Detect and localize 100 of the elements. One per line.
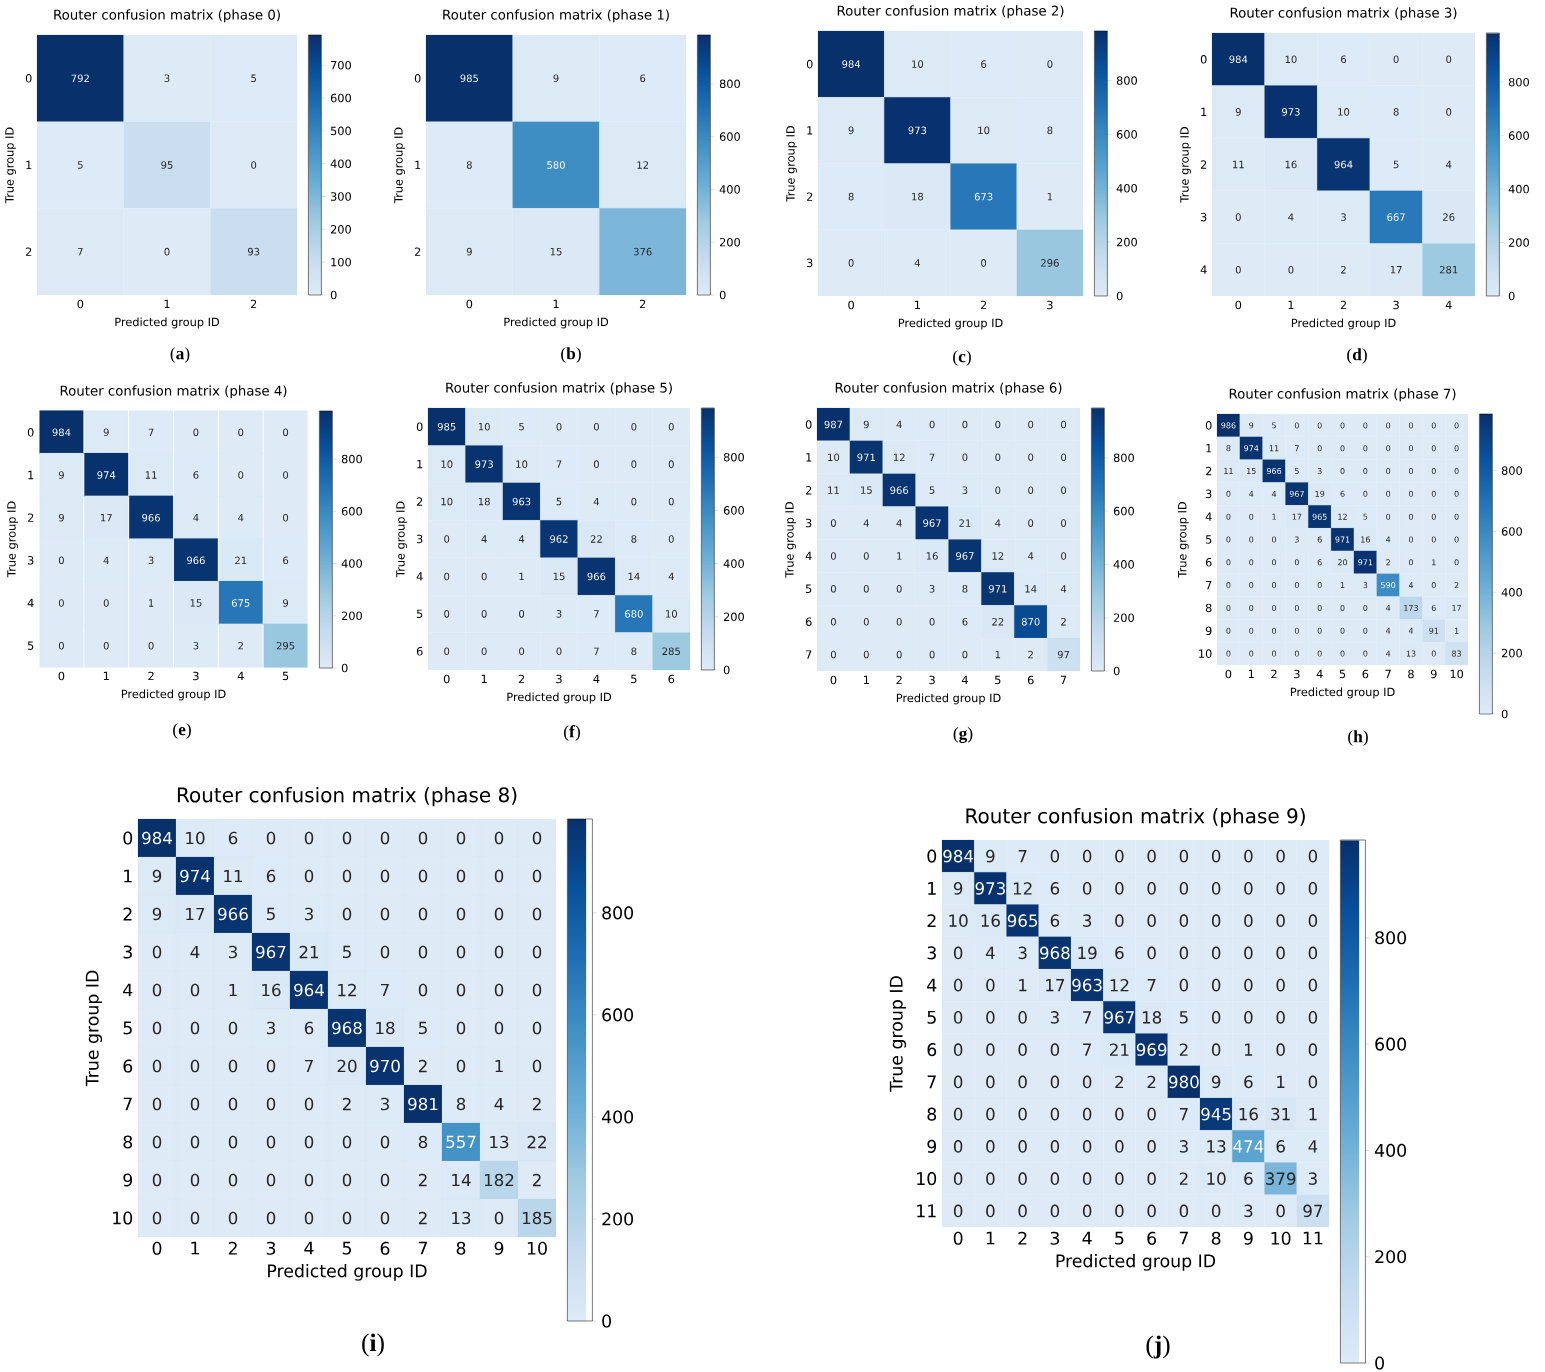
data-label: 3 — [1244, 1204, 1253, 1218]
data-label: 0 — [238, 428, 244, 437]
data-label: 966 — [890, 486, 909, 494]
data-label: 0 — [1272, 559, 1277, 566]
x-tick-label: 11 — [1303, 1231, 1323, 1245]
y-axis-title: True group ID — [1178, 502, 1189, 578]
x-tick-label: 1 — [191, 1241, 199, 1255]
data-label: 0 — [1317, 422, 1322, 429]
color-bar-label: 200 — [1508, 238, 1529, 247]
data-label: 0 — [152, 1059, 162, 1073]
y-tick-label: 1 — [28, 470, 34, 480]
x-tick-label: 5 — [342, 1241, 352, 1255]
data-label: 6 — [1244, 1172, 1253, 1185]
data-label: 6 — [1115, 946, 1124, 960]
data-label: 0 — [266, 1135, 276, 1149]
data-label: 967 — [923, 519, 941, 527]
data-label: 0 — [380, 1173, 390, 1187]
data-label: 0 — [1061, 486, 1067, 494]
data-label: 11 — [828, 486, 839, 494]
data-label: 9 — [848, 126, 854, 135]
y-tick-label: 5 — [1205, 535, 1212, 544]
chart-title: Router confusion matrix (phase 5) — [446, 382, 672, 396]
y-tick-label: 3 — [927, 946, 936, 960]
data-label: 3 — [1083, 914, 1092, 927]
color-bar-label: 800 — [1501, 466, 1522, 475]
data-label: 13 — [1207, 1140, 1226, 1153]
data-label: 9 — [152, 907, 162, 921]
color-bar-label: 600 — [1508, 131, 1529, 140]
data-label: 0 — [266, 1173, 276, 1187]
data-label: 0 — [1408, 513, 1413, 520]
data-label: 7 — [1083, 1011, 1092, 1024]
data-label: 1 — [519, 572, 524, 581]
x-tick-label: 2 — [1018, 1231, 1027, 1245]
data-label: 10 — [1338, 108, 1350, 116]
y-tick-label: 8 — [927, 1107, 937, 1121]
x-tick-label: 2 — [639, 299, 646, 309]
data-label: 0 — [380, 831, 390, 845]
data-label: 376 — [633, 247, 652, 256]
color-bar-label: 0 — [719, 290, 726, 300]
data-label: 8 — [466, 161, 472, 169]
data-label: 6 — [962, 617, 968, 626]
data-label: 0 — [228, 1097, 238, 1111]
data-label: 0 — [631, 422, 637, 431]
x-tick-label: 1 — [1288, 300, 1294, 309]
x-tick-label: 5 — [631, 674, 637, 684]
data-label: 95 — [161, 161, 173, 169]
data-label: 1 — [1272, 513, 1276, 520]
data-label: 0 — [556, 647, 562, 656]
y-tick-label: 4 — [805, 551, 812, 561]
data-label: 0 — [1018, 1075, 1027, 1089]
data-label: 20 — [337, 1059, 357, 1073]
y-tick-label: 10 — [113, 1211, 133, 1225]
y-tick-label: 0 — [805, 420, 812, 429]
data-label: 0 — [380, 907, 390, 921]
y-tick-label: 7 — [123, 1097, 132, 1111]
data-label: 963 — [512, 497, 531, 506]
data-label: 10 — [912, 60, 924, 68]
data-label: 0 — [863, 650, 869, 659]
chart-title: Router confusion matrix (phase 3) — [1230, 7, 1457, 21]
data-label: 0 — [532, 1021, 542, 1035]
data-label: 0 — [1363, 627, 1368, 634]
data-label: 971 — [1358, 559, 1373, 566]
data-label: 0 — [631, 497, 637, 506]
data-label: 0 — [1317, 445, 1322, 452]
x-tick-label: 4 — [304, 1241, 314, 1255]
data-label: 0 — [1431, 536, 1436, 543]
data-label: 7 — [1294, 445, 1299, 452]
data-label: 0 — [1226, 582, 1231, 589]
data-label: 0 — [953, 1172, 963, 1185]
data-label: 3 — [380, 1097, 389, 1111]
data-label: 0 — [494, 1021, 504, 1035]
data-label: 0 — [456, 983, 466, 997]
data-label: 0 — [1308, 1011, 1318, 1024]
text: (a) — [170, 347, 190, 363]
data-label: 4 — [896, 420, 902, 429]
data-label: 7 — [381, 983, 389, 997]
data-label: 0 — [1147, 1107, 1156, 1121]
data-label: 0 — [152, 1097, 162, 1111]
data-label: 6 — [228, 831, 238, 845]
data-label: 0 — [1454, 536, 1459, 543]
data-label: 7 — [1083, 1043, 1092, 1056]
data-label: 0 — [1244, 946, 1253, 960]
data-label: 3 — [228, 945, 237, 959]
x-tick-label: 1 — [863, 675, 869, 684]
data-label: 6 — [283, 556, 289, 565]
data-label: 0 — [190, 983, 200, 997]
x-tick-label: 3 — [266, 1241, 276, 1255]
data-label: 0 — [1179, 1204, 1189, 1218]
data-label: 0 — [456, 831, 466, 845]
data-label: 1 — [1432, 559, 1436, 566]
data-label: 0 — [986, 1140, 995, 1153]
y-tick-label: 4 — [123, 983, 133, 997]
data-label: 6 — [1276, 1140, 1285, 1153]
data-label: 0 — [863, 585, 869, 593]
y-axis-title: True group ID — [785, 502, 796, 578]
data-label: 12 — [1110, 978, 1129, 992]
data-label: 10 — [441, 460, 453, 468]
data-label: 0 — [1082, 849, 1092, 863]
x-tick-label: 7 — [1179, 1231, 1188, 1245]
data-label: 4 — [863, 519, 869, 527]
